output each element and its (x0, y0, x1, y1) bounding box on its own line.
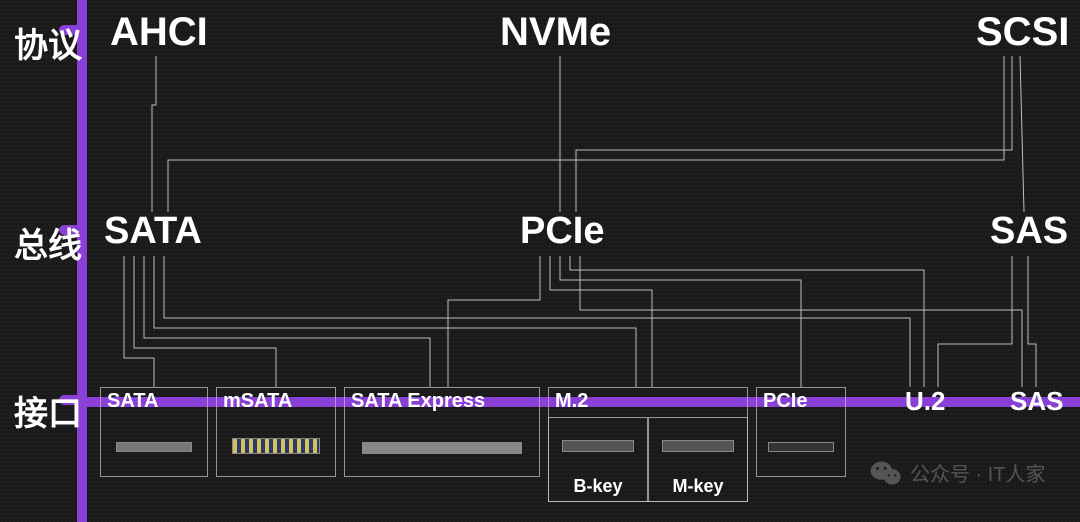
connector-pcie (768, 442, 834, 452)
interface-if-sataexp: SATA Express (344, 387, 540, 477)
connector-sata (116, 442, 192, 452)
protocol-nvme: NVMe (500, 10, 611, 55)
bus-pcie: PCIe (520, 210, 604, 253)
m2-b-key: B-key (548, 417, 648, 502)
interface-if-u2: U.2 (905, 386, 945, 417)
connector-m2b (562, 440, 634, 452)
layer-label-bus: 总线 (14, 218, 82, 267)
layer-label-protocol: 协议 (14, 18, 82, 67)
m2-sublabel: B-key (549, 476, 647, 497)
interface-label-if-pcie: PCIe (763, 390, 807, 413)
interface-label-if-m2: M.2 (555, 390, 588, 413)
watermark-text: 公众号 · IT人家 (910, 458, 1046, 487)
m2-sublabel: M-key (649, 476, 747, 497)
interface-if-pcie: PCIe (756, 387, 846, 477)
interface-if-sata: SATA (100, 387, 208, 477)
protocol-scsi: SCSI (976, 10, 1069, 55)
watermark: 公众号 · IT人家 (870, 458, 1046, 487)
interface-label-if-sataexp: SATA Express (351, 390, 485, 413)
interface-if-msata: mSATA (216, 387, 336, 477)
interface-label-if-msata: mSATA (223, 390, 292, 413)
wechat-icon (870, 460, 902, 486)
protocol-ahci: AHCI (110, 10, 208, 55)
connector-m2m (662, 440, 734, 452)
connector-sataexp (362, 442, 522, 454)
interface-if-sas: SAS (1010, 386, 1063, 417)
m2-m-key: M-key (648, 417, 748, 502)
bus-sata: SATA (104, 210, 202, 253)
connector-msata (232, 438, 320, 454)
bus-sas: SAS (990, 210, 1068, 253)
layer-label-iface: 接口 (14, 386, 82, 435)
interface-label-if-sata: SATA (107, 390, 158, 413)
